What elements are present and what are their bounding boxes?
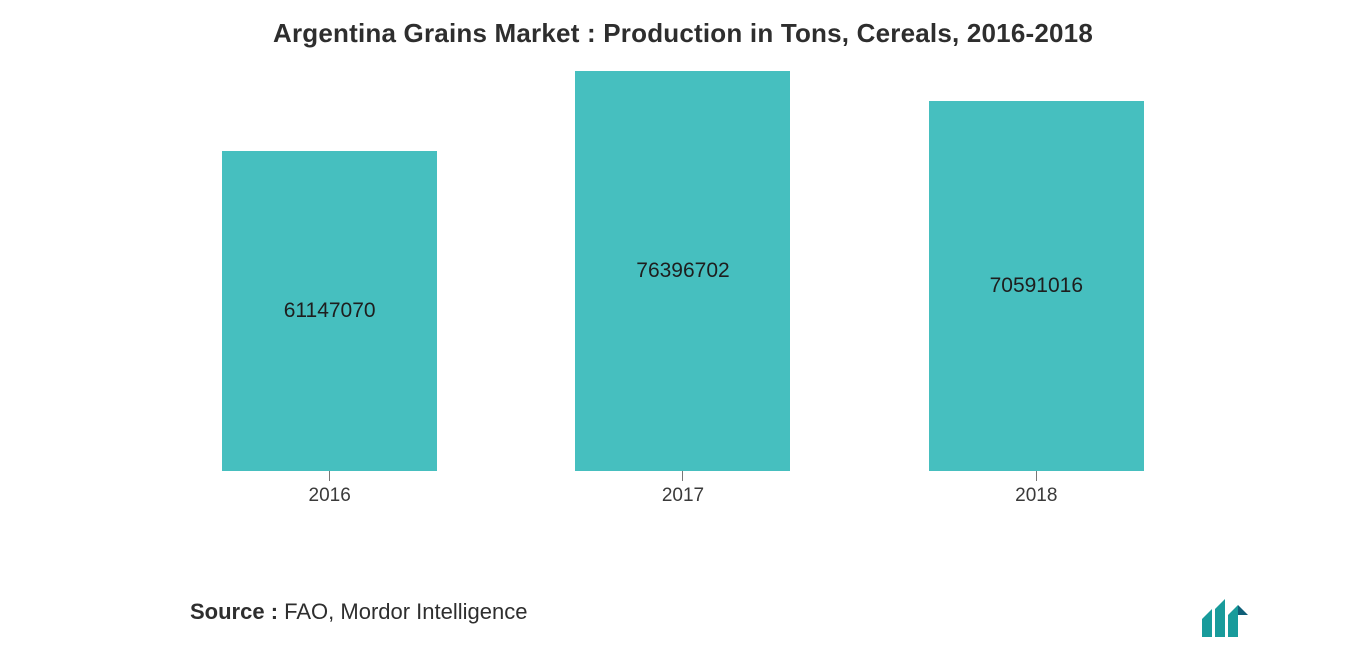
x-tick: 2016 xyxy=(153,471,506,507)
chart-title: Argentina Grains Market : Production in … xyxy=(273,18,1093,49)
bar-slot: 61147070 xyxy=(153,151,506,471)
bar-value-label: 76396702 xyxy=(636,259,729,283)
bar-slot: 76396702 xyxy=(506,71,859,471)
bar-slot: 70591016 xyxy=(860,101,1213,471)
x-axis: 2016 2017 2018 xyxy=(153,471,1213,507)
x-tick-label: 2018 xyxy=(1015,485,1057,507)
bar-2017: 76396702 xyxy=(575,71,790,471)
x-tick: 2017 xyxy=(506,471,859,507)
mordor-intelligence-logo-icon xyxy=(1200,597,1256,637)
bar-value-label: 61147070 xyxy=(284,299,376,323)
bar-2018: 70591016 xyxy=(929,101,1144,471)
source-label: Source : xyxy=(190,599,278,624)
bar-2016: 61147070 xyxy=(222,151,437,471)
bar-value-label: 70591016 xyxy=(990,274,1083,298)
x-tick-label: 2016 xyxy=(309,485,351,507)
bar-chart: Argentina Grains Market : Production in … xyxy=(0,0,1366,655)
tick-mark xyxy=(682,471,683,481)
tick-mark xyxy=(1036,471,1037,481)
source-attribution: Source : FAO, Mordor Intelligence xyxy=(190,599,527,625)
x-tick-label: 2017 xyxy=(662,485,704,507)
plot-area: 61147070 76396702 70591016 xyxy=(153,71,1213,471)
x-tick: 2018 xyxy=(860,471,1213,507)
tick-mark xyxy=(329,471,330,481)
source-text: FAO, Mordor Intelligence xyxy=(278,599,527,624)
